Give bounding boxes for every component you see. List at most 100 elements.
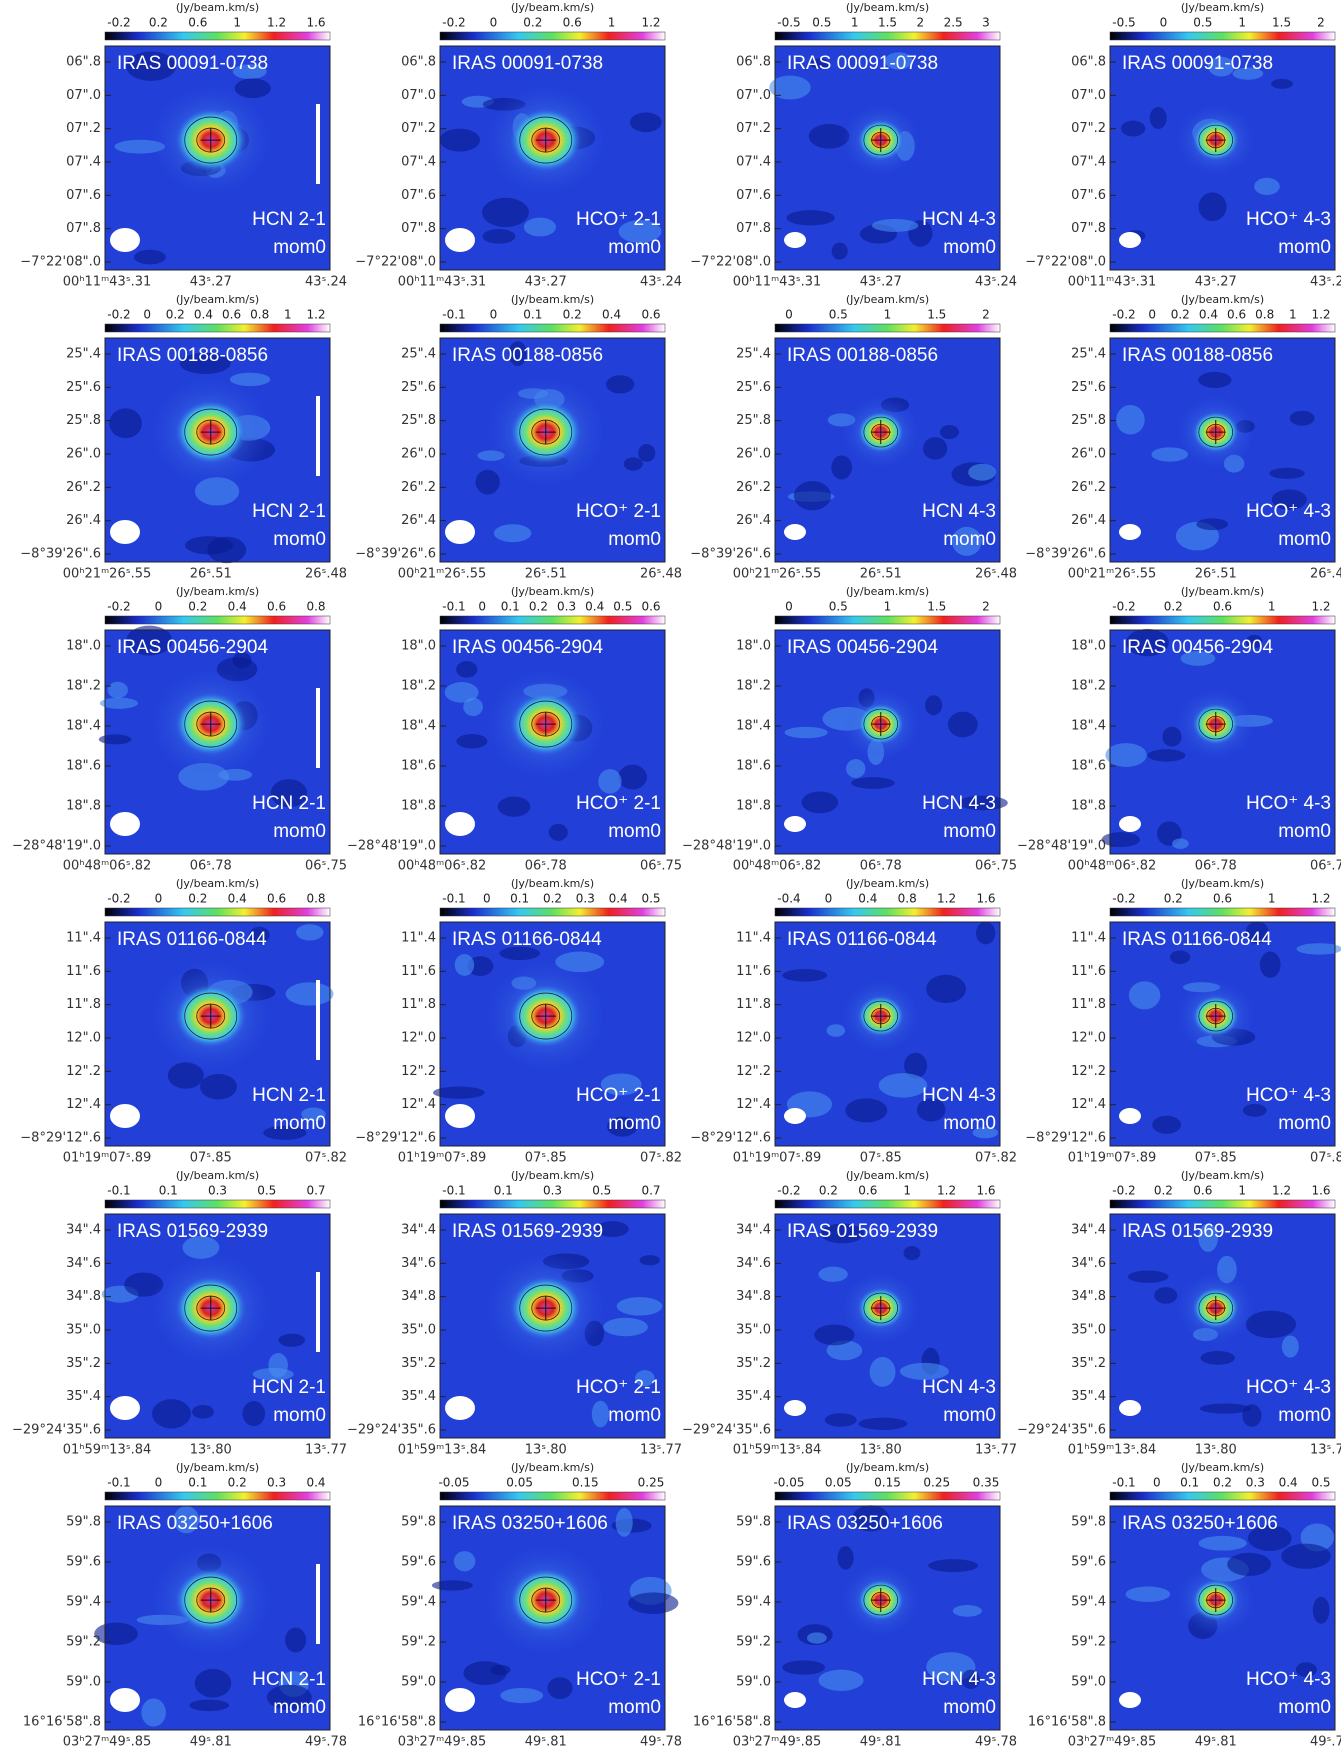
colorbar-tick-label: 0.3	[208, 1184, 227, 1198]
dec-tick-label: −8°39'26".6	[20, 547, 101, 562]
dec-tick-label: 18".6	[401, 759, 436, 774]
ra-tick-label: 07ˢ.82	[975, 1151, 1017, 1166]
dec-tick-label: 12".0	[66, 1031, 101, 1046]
colorbar-tick-label: 0.1	[494, 1184, 513, 1198]
dec-tick-label: 18".8	[401, 799, 436, 814]
colorbar-tick-label: 0.1	[510, 892, 529, 906]
colorbar-tick-label: 0.5	[1311, 1476, 1330, 1490]
dec-tick-label: 25".8	[66, 413, 101, 428]
dec-tick-label: 07".0	[1071, 88, 1106, 103]
moment-label: mom0	[1278, 1405, 1331, 1426]
ra-tick-label: 06ˢ.75	[975, 859, 1017, 874]
dec-tick-label: 11".6	[66, 964, 101, 979]
panel: (Jy/beam.km/s)-0.050.050.150.250.35IRAS …	[693, 1461, 1017, 1750]
noise	[1269, 468, 1304, 479]
dec-tick-label: 25".6	[736, 380, 771, 395]
source-name: IRAS 01569-2939	[452, 1221, 603, 1242]
source-name: IRAS 01166-0844	[1122, 929, 1272, 950]
colorbar-tick-label: -0.2	[1112, 308, 1135, 322]
ra-tick-label: 01ʰ19ᵐ07ˢ.89	[1068, 1151, 1157, 1166]
noise	[454, 1551, 476, 1571]
noise	[482, 229, 515, 244]
dec-tick-label: 25".8	[401, 413, 436, 428]
colorbar-tick-label: 0.1	[1180, 1476, 1199, 1490]
noise	[787, 210, 835, 225]
ra-tick-label: 06ˢ.75	[640, 859, 682, 874]
noise	[1154, 1287, 1177, 1304]
dec-tick-label: 16°16'58".8	[693, 1715, 771, 1730]
panel: (Jy/beam.km/s)-0.20.20.611.21.6IRAS 0156…	[682, 1169, 1017, 1458]
beam	[445, 1104, 475, 1128]
colorbar-tick-label: 0.15	[572, 1476, 599, 1490]
dec-tick-label: 06".8	[736, 55, 771, 70]
beam	[110, 520, 140, 544]
panel: (Jy/beam.km/s)-0.20.20.611.21.6IRAS 0009…	[20, 1, 347, 290]
dec-tick-label: 26".2	[1071, 480, 1106, 495]
noise	[858, 1418, 907, 1430]
ra-tick-label: 00ʰ21ᵐ26ˢ.55	[398, 567, 487, 582]
colorbar-tick-label: 0.8	[1255, 308, 1274, 322]
noise	[547, 1677, 572, 1699]
ra-tick-label: 43ˢ.27	[525, 275, 567, 290]
colorbar-tick-label: 1	[1289, 308, 1297, 322]
noise	[1290, 411, 1315, 426]
beam	[784, 232, 806, 248]
dec-tick-label: 35".0	[401, 1323, 436, 1338]
beam	[784, 524, 806, 540]
colorbar-tick-label: 0	[785, 600, 793, 614]
colorbar	[775, 616, 1000, 624]
noise	[1102, 832, 1140, 847]
noise	[630, 112, 662, 132]
noise	[482, 198, 529, 227]
colorbar-tick-label: 0.6	[641, 308, 660, 322]
dec-tick-label: 59".6	[736, 1555, 771, 1570]
noise	[926, 975, 966, 1003]
colorbar-tick-label: 0.8	[306, 600, 325, 614]
colorbar-tick-label: 0.6	[267, 600, 286, 614]
colorbar	[440, 1200, 665, 1208]
colorbar-tick-label: -0.1	[107, 1184, 130, 1198]
colorbar-unit: (Jy/beam.km/s)	[1181, 1461, 1264, 1474]
noise	[433, 1086, 485, 1098]
dec-tick-label: 59".2	[401, 1635, 436, 1650]
colorbar-tick-label: 0.5	[829, 308, 848, 322]
noise	[616, 1508, 633, 1537]
noise	[456, 661, 477, 678]
source-name: IRAS 01569-2939	[1122, 1221, 1273, 1242]
dec-tick-label: −7°22'08".0	[20, 255, 101, 270]
noise	[603, 1318, 648, 1336]
noise	[953, 1605, 982, 1617]
noise	[100, 698, 138, 709]
dec-tick-label: 59".2	[736, 1635, 771, 1650]
source-name: IRAS 00456-2904	[117, 637, 268, 658]
source-name: IRAS 01569-2939	[117, 1221, 268, 1242]
colorbar-tick-label: 1.2	[1311, 308, 1330, 322]
dec-tick-label: 18".2	[1071, 679, 1106, 694]
dec-tick-label: 59".6	[401, 1555, 436, 1570]
colorbar-tick-label: 0.6	[222, 308, 241, 322]
noise	[925, 695, 942, 715]
dec-tick-label: −8°29'12".6	[690, 1131, 771, 1146]
noise	[296, 924, 323, 940]
noise	[189, 1700, 229, 1711]
beam	[110, 1688, 140, 1712]
dec-tick-label: 35".2	[66, 1356, 101, 1371]
ra-tick-label: 26ˢ.48	[640, 567, 682, 582]
ra-tick-label: 00ʰ21ᵐ26ˢ.55	[1068, 567, 1157, 582]
colorbar	[775, 324, 1000, 332]
ra-tick-label: 07ˢ.85	[1195, 1151, 1237, 1166]
colorbar-tick-label: 0.6	[1193, 1184, 1212, 1198]
dec-tick-label: −8°39'26".6	[355, 547, 436, 562]
dec-tick-label: 59".0	[66, 1675, 101, 1690]
dec-tick-label: 07".0	[401, 88, 436, 103]
ra-tick-label: 13ˢ.77	[305, 1443, 347, 1458]
ra-tick-label: 26ˢ.51	[1195, 567, 1237, 582]
colorbar-tick-label: -0.1	[442, 600, 465, 614]
source-name: IRAS 00091-0738	[452, 53, 603, 74]
colorbar-tick-label: 0.4	[602, 308, 621, 322]
panel: (Jy/beam.km/s)-0.100.10.20.40.6IRAS 0018…	[355, 293, 682, 582]
colorbar-tick-label: 0.3	[576, 892, 595, 906]
dec-tick-label: 07".2	[736, 121, 771, 136]
panel: (Jy/beam.km/s)00.511.52IRAS 00188-0856HC…	[690, 293, 1017, 582]
